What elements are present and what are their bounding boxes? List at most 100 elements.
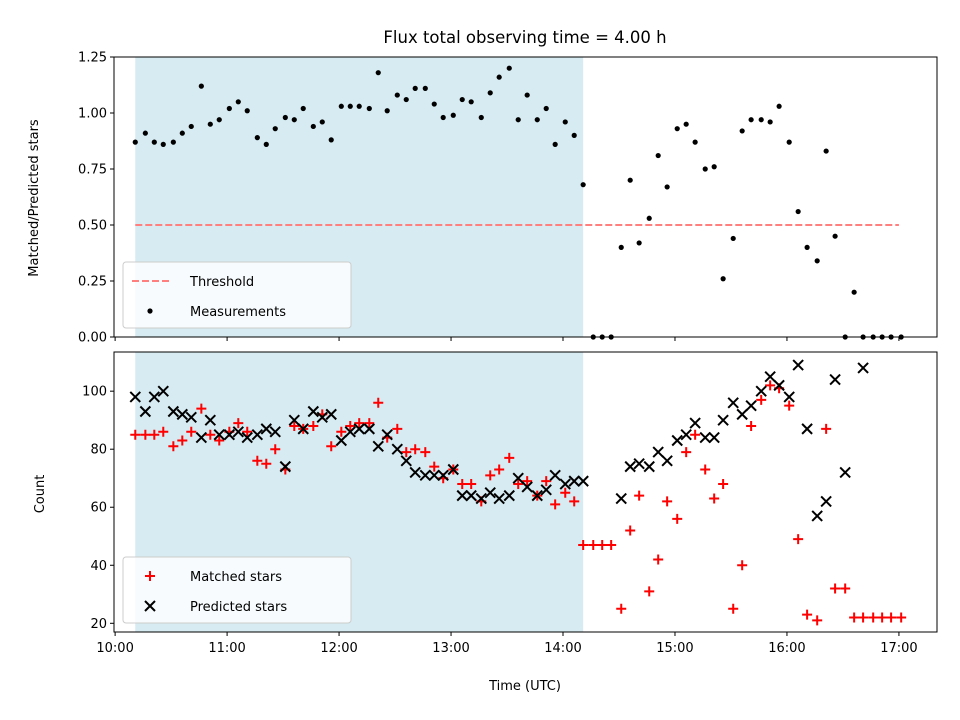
predicted-star-point <box>680 428 692 441</box>
y-tick-label: 20 <box>90 617 107 632</box>
predicted-star-point <box>307 405 320 418</box>
predicted-star-point <box>400 455 412 467</box>
matched-star-point <box>205 429 216 440</box>
y-tick-label: 0.50 <box>78 219 107 234</box>
predicted-star-point <box>251 428 264 441</box>
measurement-point <box>216 117 222 123</box>
bottom-y-axis-label: Count <box>33 475 48 514</box>
matched-star-point <box>364 418 375 429</box>
matched-star-point <box>728 603 739 614</box>
y-tick-label: 0.00 <box>78 331 107 346</box>
measurement-point <box>627 177 633 183</box>
x-tick-label: 12:00 <box>320 641 357 656</box>
y-tick-label: 60 <box>90 501 107 516</box>
predicted-star-point <box>232 426 244 438</box>
legend-matched-handle <box>145 571 155 581</box>
matched-star-point <box>896 612 907 623</box>
measurement-point <box>272 126 278 132</box>
measurement-point <box>384 108 390 114</box>
predicted-star-point <box>363 423 376 435</box>
predicted-star-point <box>820 495 832 508</box>
matched-star-point <box>578 539 589 550</box>
measurement-point <box>394 92 400 98</box>
bottom-panel: 20 40 60 80 100 10:00 11:00 12:00 13:00 14:00 15:0… <box>82 351 938 656</box>
measurement-point <box>571 132 577 138</box>
x-axis-label: Time (UTC) <box>488 679 561 694</box>
predicted-star-point <box>643 460 655 473</box>
x-tick-label: 15:00 <box>656 641 693 656</box>
predicted-star-point <box>185 411 197 423</box>
measurement-point <box>235 99 241 105</box>
matched-star-point <box>214 435 225 446</box>
matched-star-point <box>877 612 888 623</box>
predicted-star-point <box>717 414 729 426</box>
predicted-star-point <box>428 469 440 482</box>
matched-star-point <box>196 403 207 414</box>
matched-star-point <box>354 418 365 429</box>
legend-box <box>122 261 352 329</box>
matched-star-point <box>765 380 776 391</box>
measurement-point <box>160 141 166 147</box>
predicted-star-point <box>288 414 300 426</box>
matched-star-point <box>560 487 571 498</box>
measurement-point <box>748 117 754 123</box>
measurement-point <box>618 244 624 250</box>
predicted-star-point <box>829 373 841 386</box>
predicted-star-point <box>671 434 683 447</box>
measurement-point <box>730 235 736 242</box>
predicted-star-point <box>857 362 869 374</box>
predicted-star-point <box>176 408 189 421</box>
series-measurements <box>132 65 904 340</box>
measurement-point <box>515 117 521 123</box>
measurement-point <box>664 184 670 190</box>
measurement-point <box>300 105 306 112</box>
matched-star-point <box>149 429 160 440</box>
matched-star-point <box>186 426 197 437</box>
predicted-star-point <box>661 455 673 467</box>
predicted-star-point <box>241 431 253 444</box>
predicted-star-point <box>503 489 515 502</box>
matched-star-point <box>802 609 813 620</box>
measurement-point <box>720 276 726 282</box>
measurement-point <box>646 215 652 221</box>
top-panel: 0.00 0.25 0.50 0.75 1.00 1.25 Threshold Measure… <box>78 51 938 346</box>
matched-star-point <box>569 496 580 507</box>
matched-star-point <box>718 479 729 490</box>
legend: Threshold Measurements <box>122 261 352 329</box>
measurement-point <box>534 117 540 123</box>
predicted-star-point <box>475 492 487 505</box>
predicted-star-point <box>745 399 757 412</box>
measurement-point <box>450 112 456 118</box>
matched-star-point <box>784 400 795 411</box>
matched-star-point <box>373 397 384 408</box>
predicted-star-point <box>839 466 851 479</box>
predicted-star-point <box>381 428 393 441</box>
measurement-point <box>310 123 316 130</box>
axes-frame <box>113 56 938 338</box>
legend-label: Measurements <box>190 305 286 320</box>
matched-star-point <box>588 539 599 550</box>
measurement-point <box>282 114 288 121</box>
matched-star-point <box>737 560 748 571</box>
predicted-star-point <box>148 391 161 403</box>
matched-star-point <box>140 429 151 440</box>
measurement-point <box>543 105 549 112</box>
measurement-point <box>440 114 446 121</box>
measurement-point <box>552 141 558 147</box>
matched-star-point <box>420 447 431 458</box>
measurement-point <box>366 105 372 112</box>
y-tick-label: 0.75 <box>78 163 107 178</box>
measurement-point <box>496 74 502 80</box>
series-matched-stars <box>130 380 907 626</box>
measurement-point <box>403 96 409 103</box>
measurement-point <box>226 105 232 112</box>
matched-star-point <box>270 444 281 455</box>
measurement-point <box>739 128 745 134</box>
matched-star-point <box>168 441 179 452</box>
predicted-star-point <box>736 408 748 421</box>
matched-star-point <box>466 479 477 490</box>
predicted-star-point <box>353 423 365 435</box>
measurement-point <box>580 182 586 188</box>
y-tick-label: 1.00 <box>78 107 107 122</box>
matched-star-point <box>326 441 337 452</box>
